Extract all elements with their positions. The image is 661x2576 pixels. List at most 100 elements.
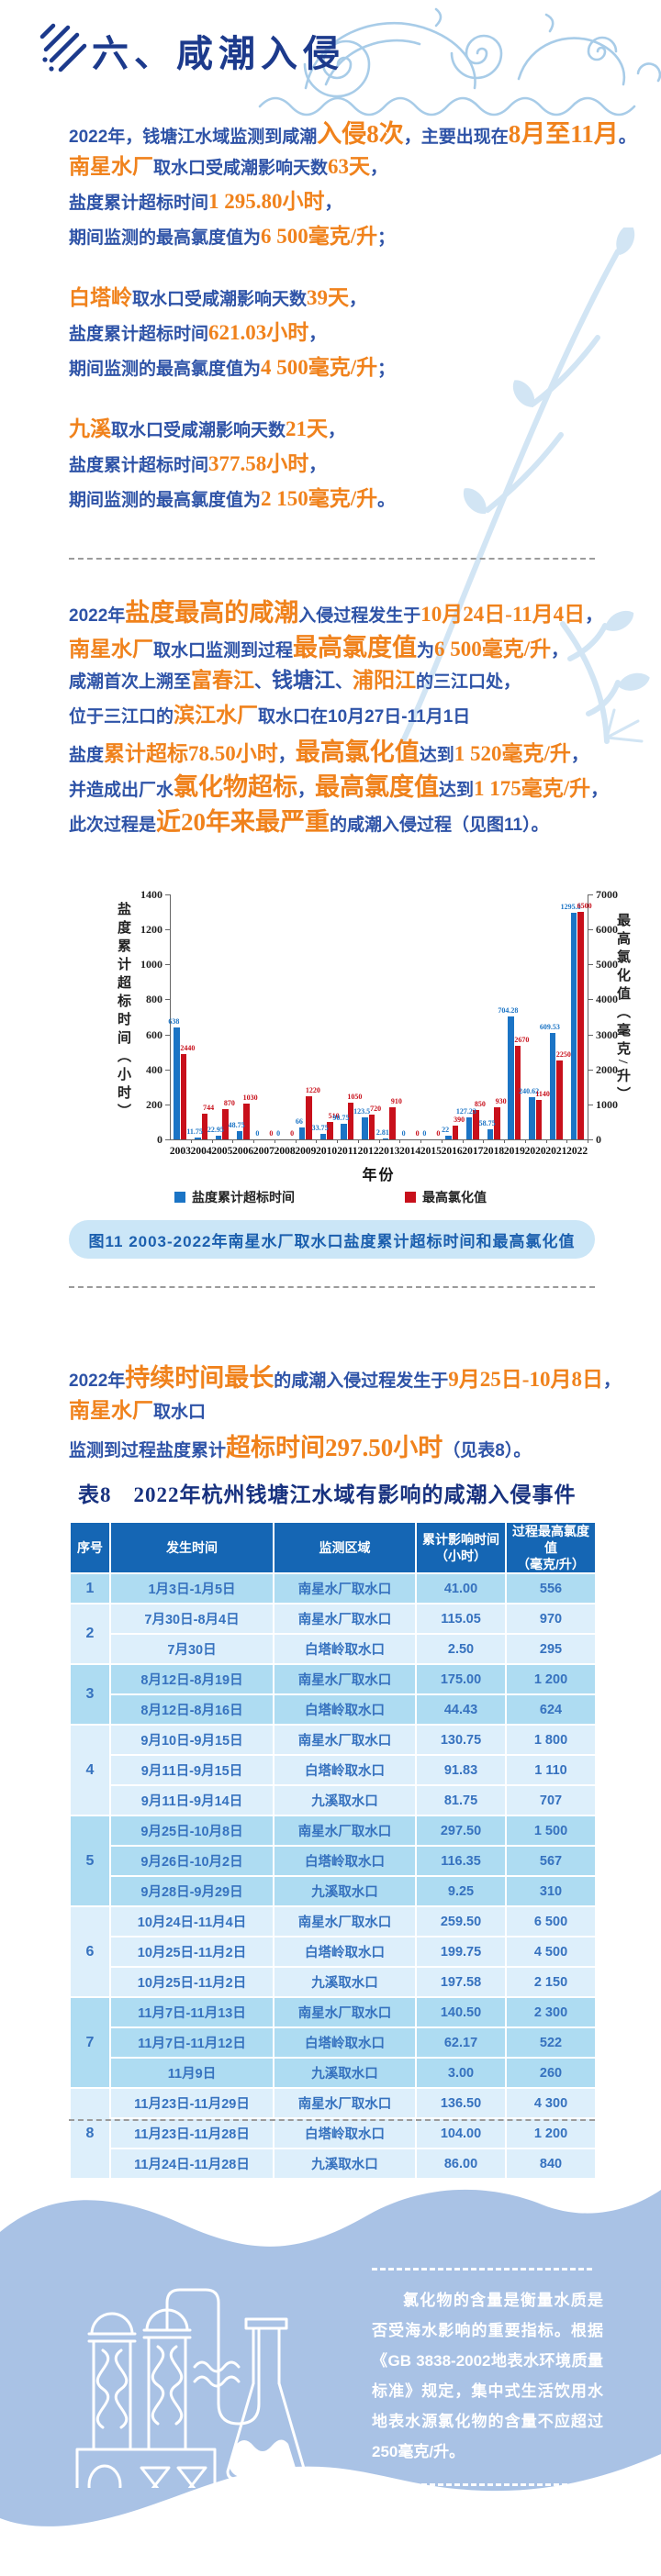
- date-cell: 11月7日-11月12日: [109, 2026, 274, 2059]
- text-segment: 近20年来最严重: [156, 808, 330, 836]
- row-number-cell: 2: [69, 1603, 111, 1665]
- x-tick-label-2017: 2017: [462, 1146, 484, 1157]
- text-segment: 盐度: [69, 746, 105, 765]
- row-number-cell: 3: [69, 1663, 111, 1726]
- text-segment: 达到: [439, 781, 475, 800]
- date-cell: 8月12日-8月19日: [109, 1663, 274, 1695]
- bar-value-label: 58.75: [478, 1118, 496, 1127]
- chloride-cell: 295: [505, 1633, 597, 1665]
- bar-value-label: 0: [422, 1129, 427, 1138]
- text-segment: 持续时间最长: [125, 1364, 274, 1392]
- text-segment: 6 500毫克/升: [434, 638, 552, 661]
- text-segment: 6 500毫克/升: [261, 225, 378, 248]
- chloride-cell: 310: [505, 1875, 597, 1907]
- bar-value-label: 0: [401, 1129, 406, 1138]
- table-row: 3 8月12日-8月19日 南星水厂取水口 175.00 1 200: [69, 1663, 597, 1726]
- axis-tick-label: 600: [146, 1027, 162, 1041]
- text-segment: 位于三江口的: [69, 707, 174, 727]
- text-segment: 2022年: [69, 606, 126, 626]
- text-line: 期间监测的最高氯度值为 4 500毫克/升；: [69, 350, 636, 384]
- paragraph-highest-salinity: 2022年 盐度最高的咸潮 入侵过程发生于 10月24日-11月4日，南星水厂 取水口监…: [69, 593, 608, 837]
- bar-chloride-2013: [389, 1107, 396, 1139]
- hours-cell: 44.43: [415, 1693, 507, 1726]
- hours-cell: 130.75: [415, 1724, 507, 1756]
- x-tick-label-2004: 2004: [190, 1146, 212, 1157]
- text-segment: ，: [297, 781, 316, 800]
- bar-value-label: 0: [276, 1129, 281, 1138]
- column-header: 累计影响时间 （小时）: [415, 1521, 507, 1574]
- text-line: 九溪 取水口受咸潮影响天数 21天，: [69, 411, 636, 446]
- text-segment: 取水口受咸潮影响天数: [153, 159, 329, 178]
- axis-y-left: [170, 894, 171, 1139]
- axis-tick-label: 0: [596, 1133, 601, 1146]
- bar-value-label: 22: [442, 1125, 450, 1134]
- date-cell: 10月24日-11月4日: [109, 1905, 274, 1938]
- text-segment: ，: [328, 421, 346, 440]
- area-cell: 白塔岭取水口: [273, 1633, 417, 1665]
- hours-cell: 140.50: [415, 1996, 507, 2028]
- bar-salinity-2013: [382, 1138, 389, 1139]
- text-segment: 富春江: [191, 669, 255, 692]
- text-segment: 4 500毫克/升: [261, 356, 378, 379]
- table-row: 9月28日-9月29日 九溪取水口 9.25 310: [70, 1875, 597, 1907]
- text-segment: 入侵8次: [317, 120, 404, 148]
- table-row: 10月25日-11月2日 白塔岭取水口 199.75 4 500: [70, 1936, 597, 1968]
- axis-tick-label: 1000: [140, 958, 162, 972]
- axis-tick: [545, 1139, 547, 1143]
- bar-chloride-2010: [327, 1121, 333, 1139]
- axis-tick: [378, 1139, 380, 1143]
- x-axis-title: 年份: [362, 1168, 396, 1183]
- area-cell: 南星水厂取水口: [273, 1663, 417, 1695]
- bar-value-label: 240.62: [519, 1087, 540, 1096]
- area-cell: 南星水厂取水口: [273, 1815, 417, 1847]
- chart-legend: 盐度累计超标时间 最高氯化值: [0, 1188, 661, 1206]
- legend-label: 最高氯化值: [422, 1192, 487, 1205]
- text-segment: 的咸潮入侵过程（见图11）。: [330, 816, 549, 835]
- bar-salinity-2018: [487, 1128, 494, 1139]
- text-segment: ，: [277, 746, 296, 765]
- axis-tick: [588, 894, 593, 895]
- text-segment: 、: [254, 672, 273, 692]
- text-line: 咸潮首次上溯至 富春江、钱塘江、浦阳江 的三江口处，: [69, 662, 608, 697]
- text-line: 盐度累计超标时间 1 295.80小时，: [69, 183, 636, 218]
- text-segment: （见表8）。: [443, 1441, 532, 1460]
- x-tick-label-2005: 2005: [211, 1146, 233, 1157]
- bar-value-label: 0: [436, 1129, 441, 1138]
- bar-salinity-2021: [549, 1032, 556, 1139]
- text-segment: 2022年，钱塘江水域监测到咸潮: [69, 128, 318, 147]
- bar-value-label: 1140: [535, 1089, 550, 1098]
- bar-value-label: 90.75: [332, 1113, 350, 1122]
- hours-cell: 115.05: [415, 1603, 507, 1635]
- hours-cell: 41.00: [415, 1572, 507, 1604]
- axis-tick: [524, 1139, 526, 1143]
- bar-value-label: 704.28: [498, 1005, 519, 1015]
- axis-tick-label: 800: [146, 993, 162, 1006]
- area-cell: 九溪取水口: [273, 1875, 417, 1907]
- area-cell: 白塔岭取水口: [273, 2117, 417, 2149]
- axis-tick: [165, 964, 170, 966]
- x-tick-label-2010: 2010: [316, 1146, 338, 1157]
- bar-value-label: 2.81: [375, 1128, 389, 1138]
- chloride-cell: 2 300: [505, 1996, 597, 2028]
- text-segment: 南星水厂: [69, 638, 153, 661]
- axis-tick-label: 6000: [596, 923, 618, 937]
- table-row: 9月11日-9月15日 白塔岭取水口 91.83 1 110: [70, 1754, 597, 1786]
- bar-value-label: 1220: [305, 1086, 320, 1095]
- axis-tick: [588, 929, 593, 931]
- axis-tick-label: 2000: [596, 1062, 618, 1076]
- bar-value-label: 390: [454, 1116, 465, 1125]
- chloride-cell: 4 300: [505, 2087, 597, 2119]
- table-row: 11月24日-11月28日 九溪取水口 86.00 840: [70, 2148, 597, 2180]
- x-tick-label-2015: 2015: [420, 1146, 442, 1157]
- text-line: 此次过程是 近20年来最严重 的咸潮入侵过程（见图11）。: [69, 802, 608, 837]
- bar-value-label: 930: [495, 1096, 507, 1105]
- date-cell: 11月24日-11月28日: [109, 2148, 274, 2180]
- table-row: 11月7日-11月12日 白塔岭取水口 62.17 522: [70, 2026, 597, 2059]
- x-tick-label-2019: 2019: [503, 1146, 525, 1157]
- row-number-cell: 8: [69, 2087, 111, 2180]
- paragraph-longest-duration: 2022年 持续时间最长 的咸潮入侵过程发生于 9月25日-10月8日，南星水厂 取水口…: [69, 1358, 621, 1462]
- chloride-cell: 1 500: [505, 1815, 597, 1847]
- text-segment: 63天: [328, 155, 371, 178]
- bar-value-label: 0: [290, 1129, 295, 1138]
- y-axis-label-left: 盐度累计超标时间（小时）: [116, 902, 130, 1122]
